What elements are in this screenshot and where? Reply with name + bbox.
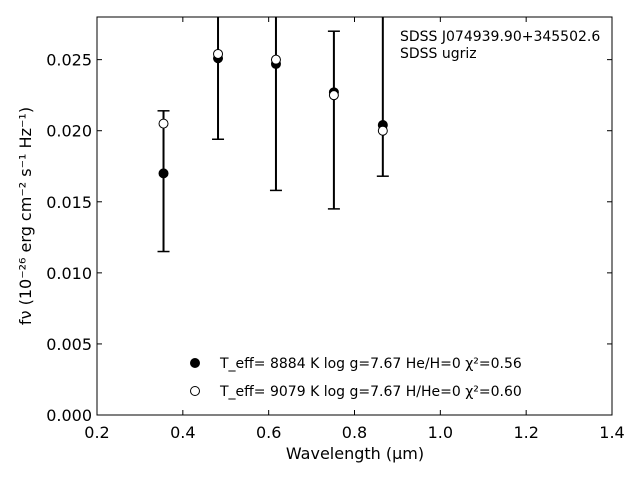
y-tick-label: 0.025 (46, 51, 92, 70)
y-tick-label: 0.005 (46, 335, 92, 354)
legend-entry-2: T_eff= 9079 K log g=7.67 H/He=0 χ²=0.60 (219, 384, 522, 400)
y-tick-label: 0.010 (46, 264, 92, 283)
x-tick-label: 0.2 (84, 423, 109, 442)
legend-marker-open (190, 386, 200, 396)
legend-entry-1: T_eff= 8884 K log g=7.67 He/H=0 χ²=0.56 (219, 356, 522, 372)
x-tick-label: 0.6 (256, 423, 281, 442)
x-tick-label: 1.2 (513, 423, 538, 442)
y-axis-label: fν (10⁻²⁶ erg cm⁻² s⁻¹ Hz⁻¹) (16, 107, 35, 325)
annotation-object: SDSS J074939.90+345502.6 (400, 29, 600, 45)
model-point-filled (158, 168, 169, 179)
data-points-group (158, 48, 388, 179)
model-point-open (328, 90, 339, 101)
model-point-open (158, 118, 169, 129)
annotation-survey: SDSS ugriz (400, 46, 477, 62)
legend: T_eff= 8884 K log g=7.67 He/H=0 χ²=0.56 … (190, 356, 522, 400)
x-tick-label: 1.4 (599, 423, 624, 442)
x-tick-label: 0.4 (170, 423, 195, 442)
model-point-open (213, 48, 224, 59)
ticks-group: 0.2 0.4 0.6 0.8 1.0 1.2 1.4 0.000 0.005 0.010 0.01… (46, 17, 625, 442)
x-tick-label: 0.8 (342, 423, 367, 442)
y-tick-label: 0.015 (46, 193, 92, 212)
legend-marker-filled (190, 358, 200, 368)
model-point-open (377, 125, 388, 136)
x-tick-label: 1.0 (428, 423, 453, 442)
y-tick-label: 0.020 (46, 122, 92, 141)
x-axis-label: Wavelength (μm) (286, 444, 424, 463)
y-tick-label: 0.000 (46, 406, 92, 425)
error-bars-group (157, 17, 389, 253)
model-point-open (270, 54, 281, 65)
